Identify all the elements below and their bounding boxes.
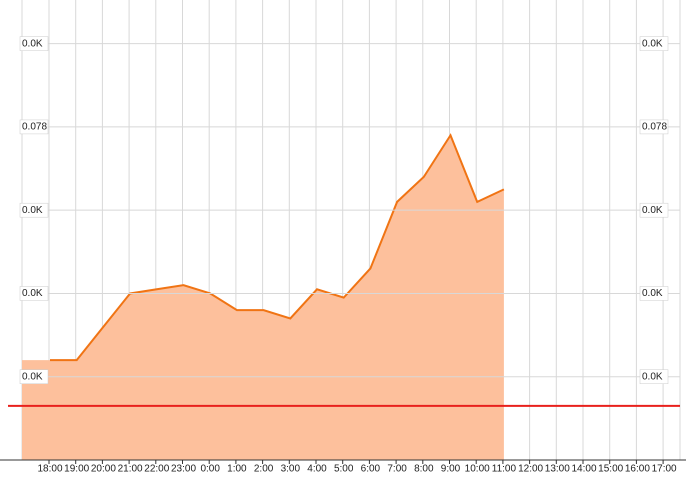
y2-tick-label: 0.0K	[642, 371, 663, 382]
tick-label-box	[639, 36, 669, 51]
x-tick-label: 20:00	[91, 464, 116, 475]
x-tick-label: 19:00	[64, 464, 89, 475]
y-tick-label: 0.0K	[22, 38, 43, 49]
y-tick-label: 0.0K	[22, 371, 43, 382]
tick-label-box	[639, 369, 669, 384]
x-tick-label: 5:00	[334, 464, 354, 475]
x-tick-label: 13:00	[545, 464, 570, 475]
x-tick-label: 23:00	[171, 464, 196, 475]
x-tick-label: 14:00	[571, 464, 596, 475]
x-tick-label: 10:00	[465, 464, 490, 475]
x-tick-label: 22:00	[144, 464, 169, 475]
x-tick-label: 11:00	[492, 464, 517, 475]
x-tick-label: 18:00	[37, 464, 62, 475]
x-tick-label: 8:00	[414, 464, 434, 475]
x-tick-label: 3:00	[281, 464, 301, 475]
y-tick-label: 0.0K	[22, 288, 43, 299]
x-tick-label: 9:00	[441, 464, 461, 475]
tick-label-box	[639, 202, 669, 218]
tick-label-box	[639, 119, 669, 135]
x-tick-label: 16:00	[625, 464, 650, 475]
x-tick-label: 7:00	[387, 464, 407, 475]
tick-label-box	[19, 119, 49, 135]
line	[50, 133, 505, 362]
x-tick-label: 4:00	[307, 464, 327, 475]
tick-label-box	[19, 36, 49, 51]
tick-label-box	[19, 286, 49, 301]
y-tick-label: 0.078	[22, 122, 47, 133]
y-tick-label: 0.0K	[22, 205, 43, 216]
x-tick-label: 6:00	[361, 464, 381, 475]
y2-tick-label: 0.0K	[642, 288, 663, 299]
y2-tick-label: 0.0K	[642, 38, 663, 49]
x-tick-label: 21:00	[118, 464, 143, 475]
y2-tick-label: 0.0K	[642, 205, 663, 216]
tick-label-box	[19, 369, 49, 384]
x-tick-label: 17:00	[652, 464, 677, 475]
x-tick-label: 15:00	[598, 464, 623, 475]
tick-label-box	[639, 286, 669, 301]
x-tick-label: 12:00	[518, 464, 543, 475]
y2-tick-label: 0.078	[642, 122, 667, 133]
x-tick-label: 1:00	[227, 464, 247, 475]
area	[22, 135, 504, 460]
x-tick-label: 0:00	[200, 464, 220, 475]
x-tick-label: 2:00	[254, 464, 274, 475]
tick-label-box	[19, 202, 49, 218]
